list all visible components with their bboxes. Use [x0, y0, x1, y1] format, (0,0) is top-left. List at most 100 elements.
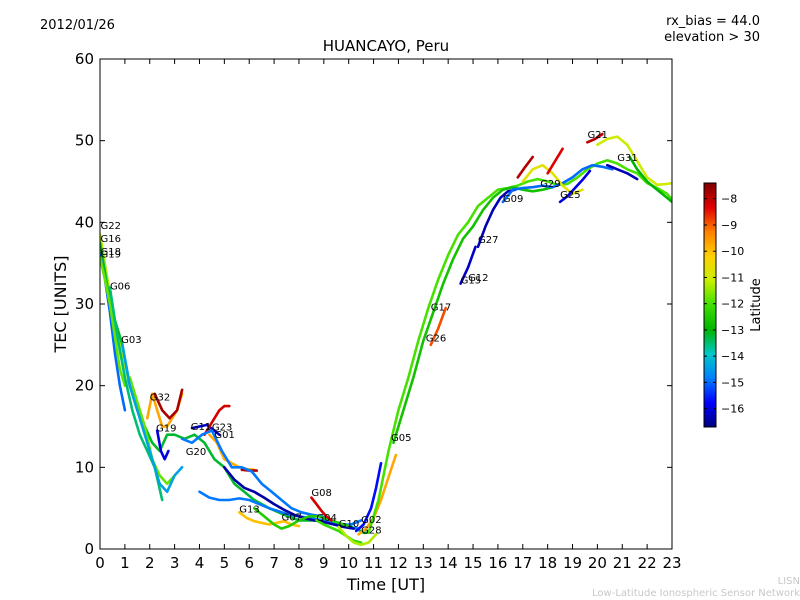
series-g19 [100, 256, 176, 486]
colorbar-tick-label: −13 [721, 324, 744, 337]
series-layer [100, 132, 672, 547]
axes-layer: 0 1 2 3 4 5 6 7 8 9 10 11 12 13 14 15 16 17 18 19 20 21 22 2301… [75, 50, 682, 572]
satellite-label-g26: G26 [426, 334, 446, 345]
x-tick-label: 14 [439, 554, 458, 572]
y-axis-label: TEC [UNITS] [51, 256, 70, 354]
series-g02 [354, 461, 383, 533]
x-tick-label: 12 [389, 554, 408, 572]
series-g14 [223, 465, 356, 530]
x-tick-label: 7 [269, 554, 279, 572]
x-tick-label: 19 [563, 554, 582, 572]
x-tick-label: 21 [613, 554, 632, 572]
y-tick-label: 40 [75, 213, 94, 231]
credit-long: Low-Latitude Ionospheric Sensor Network [592, 588, 800, 599]
x-tick-label: 17 [513, 554, 532, 572]
series-g19b [155, 429, 170, 461]
satellite-label-g07: G07 [282, 512, 302, 523]
satellite-label-g19: G19 [100, 249, 120, 260]
series-g15 [459, 245, 477, 285]
series-g08 [310, 496, 333, 522]
satellite-label-g25: G25 [560, 190, 580, 201]
x-tick-label: 3 [170, 554, 180, 572]
satellite-label-g11: G11 [191, 422, 211, 433]
x-tick-label: 0 [95, 554, 105, 572]
series-g29 [521, 163, 584, 196]
x-tick-label: 4 [195, 554, 205, 572]
colorbar-tick-label: −9 [721, 219, 737, 232]
y-tick-label: 30 [75, 295, 94, 313]
satellite-label-g15: G15 [461, 276, 481, 287]
x-tick-label: 2 [145, 554, 155, 572]
colorbar-tick-label: −15 [721, 376, 744, 389]
series-g25b [546, 147, 564, 175]
x-tick-label: 16 [488, 554, 507, 572]
series-g26 [392, 185, 554, 445]
colorbar-tick-label: −8 [721, 193, 737, 206]
series-g25 [558, 169, 592, 204]
series-g09 [501, 163, 614, 204]
series-g21 [586, 132, 604, 144]
colorbar-tick-label: −16 [721, 403, 744, 416]
x-tick-label: 8 [294, 554, 304, 572]
series-g13 [198, 490, 360, 530]
y-tick-label: 10 [75, 458, 94, 476]
y-tick-label: 20 [75, 377, 94, 395]
satellite-label-g29: G29 [540, 179, 560, 190]
x-tick-label: 23 [662, 554, 681, 572]
series-g21b [596, 135, 672, 187]
series-g28 [357, 453, 398, 536]
x-tick-label: 5 [220, 554, 230, 572]
colorbar-ticks: −8 −9 −10 −11 −12 −13 −14 −15 −16 [704, 193, 744, 416]
series-g13b [238, 510, 301, 528]
x-tick-label: 11 [364, 554, 383, 572]
satellite-label-g22: G22 [100, 221, 120, 232]
satellite-label-g01: G01 [214, 430, 234, 441]
rx-bias-label: rx_bias = 44.0 [666, 14, 760, 29]
series-g05 [367, 159, 672, 535]
series-g31 [605, 163, 639, 181]
satellite-label-g27: G27 [478, 235, 498, 246]
satellite-label-g21: G21 [587, 130, 607, 141]
satellite-label-g04: G04 [316, 513, 336, 524]
series-g32b [153, 388, 184, 420]
x-axis-label: Time [UT] [346, 575, 425, 594]
satellite-label-g19: G19 [156, 423, 176, 434]
series-g10 [337, 525, 378, 547]
satellite-label-g32: G32 [150, 392, 170, 403]
x-tick-label: 18 [538, 554, 557, 572]
satellite-label-g23: G23 [212, 423, 232, 434]
elevation-label: elevation > 30 [664, 30, 760, 45]
satellite-label-g09: G09 [503, 194, 523, 205]
date-label: 2012/01/26 [40, 18, 115, 33]
satellite-label-g05: G05 [391, 433, 411, 444]
satellite-label-g16: G16 [100, 234, 120, 245]
y-tick-label: 0 [84, 540, 94, 558]
satellite-label-g17: G17 [431, 303, 451, 314]
x-tick-label: 6 [244, 554, 254, 572]
series-g11 [190, 423, 221, 437]
y-tick-label: 50 [75, 132, 94, 150]
colorbar-tick-label: −10 [721, 245, 744, 258]
satellite-label-g20: G20 [186, 447, 206, 458]
credit-short: LISN [777, 576, 800, 587]
colorbar-tick-label: −11 [721, 271, 744, 284]
series-g29b [516, 155, 535, 179]
satellite-label-g18: G18 [100, 247, 120, 258]
x-tick-label: 22 [638, 554, 657, 572]
satellite-label-g28: G28 [361, 525, 381, 536]
series-g31b [628, 155, 672, 204]
plot-frame [99, 58, 673, 550]
colorbar [703, 182, 717, 428]
colorbar-tick-label: −14 [721, 350, 744, 363]
satellite-label-g10: G10 [339, 519, 359, 530]
satellite-label-g06: G06 [110, 281, 130, 292]
series-g17 [429, 306, 448, 347]
x-tick-label: 20 [588, 554, 607, 572]
y-tick-label: 60 [75, 50, 94, 68]
series-g27 [476, 188, 517, 249]
x-tick-label: 13 [414, 554, 433, 572]
colorbar-tick-label: −12 [721, 298, 744, 311]
satellite-label-g03: G03 [121, 335, 141, 346]
